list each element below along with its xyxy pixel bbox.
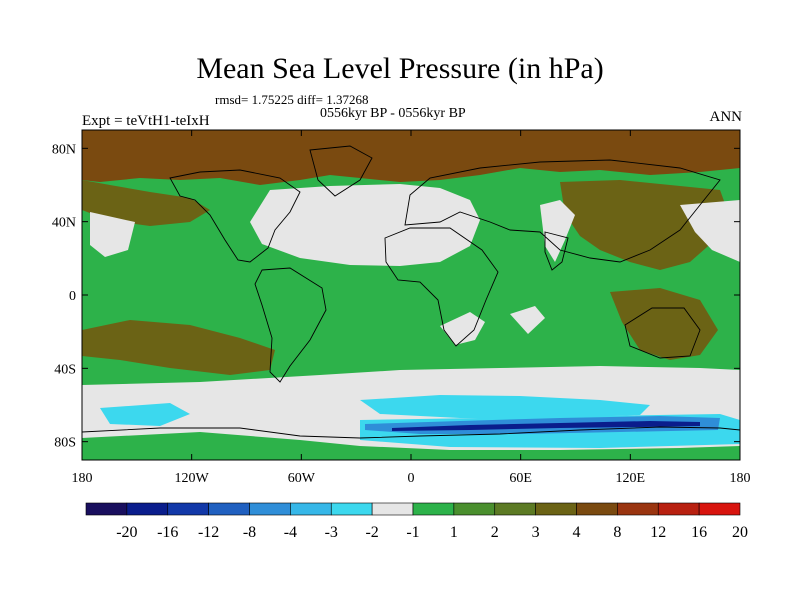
colorbar-label: 4 (573, 524, 581, 541)
rmsd-diff-stats: rmsd= 1.75225 diff= 1.37268 (215, 92, 369, 107)
coast-antarctica (82, 426, 740, 439)
lon-tick-label: 0 (408, 471, 415, 486)
south-indian-high (610, 288, 718, 360)
colorbar-label: -8 (243, 524, 256, 541)
latitude-axis: 80N 40N 0 40S 80S (52, 142, 740, 451)
colorbar-box (371, 502, 414, 516)
colorbar-box (412, 502, 455, 516)
colorbar-box (290, 502, 332, 516)
colorbar-label: 3 (532, 524, 540, 541)
neutral-asia-gap (540, 200, 575, 262)
colorbar-label: -16 (157, 524, 178, 541)
colorbar-box (535, 502, 577, 516)
pressure-field (82, 130, 740, 460)
colorbar-label: -3 (325, 524, 338, 541)
lon-tick-label: 120W (175, 471, 210, 486)
lon-tick-label: 60E (509, 471, 532, 486)
coast-australia (624, 307, 701, 359)
coast-greenland (309, 145, 373, 197)
neutral-west-pacific (680, 200, 740, 262)
map-title: Mean Sea Level Pressure (in hPa) (196, 52, 604, 85)
colorbar-label: 16 (691, 524, 707, 541)
season-label: ANN (709, 109, 743, 125)
southern-cyan-band (360, 395, 650, 418)
colorbar-box (167, 502, 209, 516)
colorbar-labels: -20 -16 -12 -8 -4 -3 -2 -1 1 2 3 4 8 12 16 20 (116, 524, 748, 541)
colorbar-label: -12 (198, 524, 219, 541)
colorbar-box (453, 502, 496, 516)
experiment-label: Expt = teVtH1-teIxH (82, 113, 210, 129)
coast-eurasia (404, 159, 721, 263)
lat-tick-label: 80N (52, 142, 76, 157)
neutral-east-pacific (90, 212, 135, 257)
antarctica-green (82, 432, 740, 460)
lat-tick-label: 40N (52, 216, 76, 231)
colorbar-box (85, 502, 128, 516)
colorbar-label: 8 (613, 524, 621, 541)
lon-tick-label: 60W (288, 471, 316, 486)
colorbar-box (249, 502, 291, 516)
lat-tick-label: 0 (69, 289, 76, 304)
colorbar-label: 2 (491, 524, 499, 541)
colorbar-label: -2 (365, 524, 378, 541)
lon-tick-label: 120E (616, 471, 646, 486)
colorbar-label: 12 (650, 524, 666, 541)
colorbar-box (698, 502, 741, 516)
coast-india (544, 231, 569, 271)
colorbar-label: -1 (406, 524, 419, 541)
colorbar-box (330, 502, 373, 516)
siberia-high (560, 180, 728, 270)
coast-africa (384, 227, 499, 347)
neutral-north-atlantic (250, 184, 480, 266)
time-period: 0556kyr BP - 0556kyr BP (320, 106, 466, 121)
colorbar-box (126, 502, 169, 516)
colorbar-box (617, 502, 659, 516)
colorbar-label: 1 (450, 524, 458, 541)
colorbar-box (208, 502, 250, 516)
longitude-axis: 180 120W 60W 0 60E 120E 180 (72, 130, 751, 486)
antarctic-coast-cyan-west (100, 403, 190, 426)
colorbar-box (494, 502, 536, 516)
north-pacific-high (82, 180, 210, 226)
lon-tick-label: 180 (730, 471, 751, 486)
lat-tick-label: 80S (54, 436, 76, 451)
lat-tick-label: 40S (54, 362, 76, 377)
coast-north-america (169, 169, 301, 263)
colorbar-box (657, 502, 700, 516)
lon-tick-label: 180 (72, 471, 93, 486)
colorbar-label: 20 (732, 524, 748, 541)
neutral-indian-ocean (510, 306, 545, 334)
colorbar (85, 502, 741, 516)
antarctic-coast-dark-blue (392, 421, 700, 431)
colorbar-box (576, 502, 618, 516)
neutral-africa-south (440, 312, 485, 345)
coastlines (82, 145, 740, 439)
colorbar-label: -4 (284, 524, 297, 541)
colorbar-label: -20 (116, 524, 137, 541)
coast-south-america (254, 267, 327, 383)
south-pacific-high (82, 320, 275, 375)
